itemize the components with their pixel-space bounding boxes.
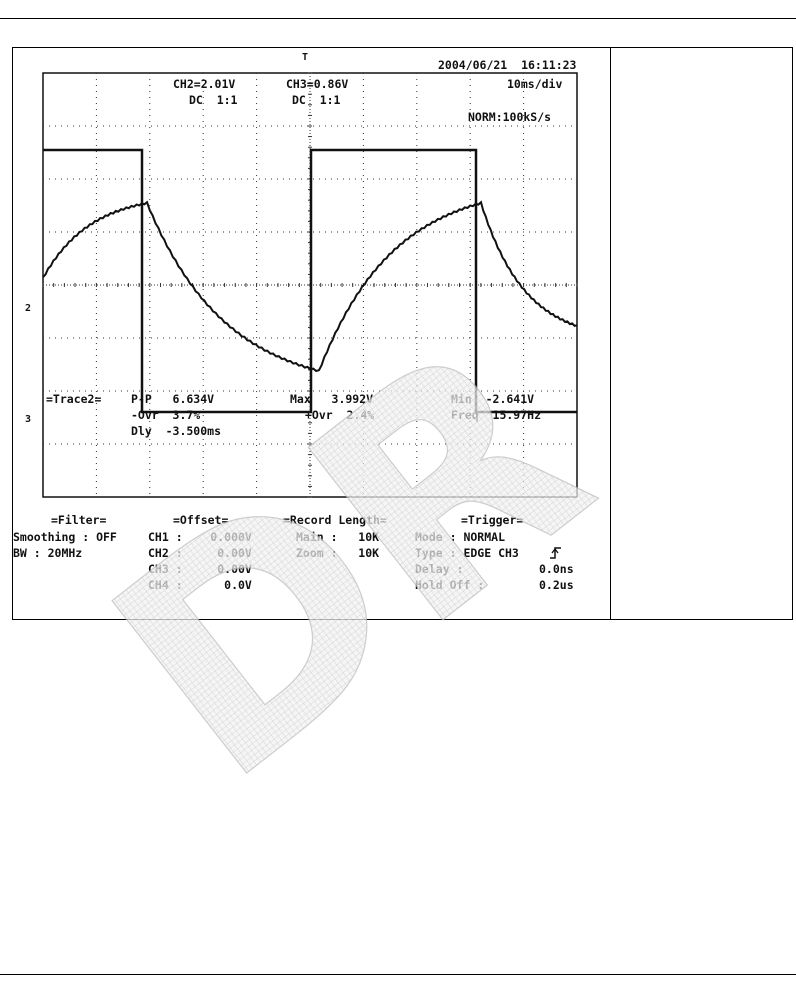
smoothing-setting: Smoothing : OFF: [13, 530, 117, 544]
ch2-ramp-trace: [42, 200, 578, 373]
record-title: =Record Length=: [283, 513, 387, 527]
rising-edge-icon: [550, 547, 561, 559]
figure-table: T 2004/06/21 16:11:23 CH2=2.01V DC 1:1 C…: [12, 47, 793, 620]
offset-ch3: CH3 : 0.00V: [148, 562, 252, 576]
ch3-scale: CH3=0.86V: [286, 77, 349, 91]
ch2-ground-marker: 2: [25, 303, 32, 314]
page-footer-rule: [0, 974, 796, 975]
trigger-delay-value: 0.0ns: [539, 562, 574, 576]
ch2-scale: CH2=2.01V: [173, 77, 236, 91]
offset-ch2: CH2 : 0.00V: [148, 546, 252, 560]
oscilloscope-screenshot: [42, 72, 578, 498]
timestamp: 2004/06/21 16:11:23: [438, 58, 577, 72]
trigger-position-marker: T: [302, 52, 309, 63]
max-measurement: Max 3.992V: [290, 392, 374, 406]
table-column-divider: [610, 48, 611, 619]
trigger-title: =Trigger=: [461, 513, 524, 527]
ch2-coupling: DC 1:1: [189, 93, 238, 107]
timebase: 10ms/div: [507, 77, 563, 91]
acquisition-mode: NORM:100kS/s: [468, 110, 552, 124]
trigger-mode: Mode : NORMAL: [415, 530, 506, 544]
ch3-coupling: DC 1:1: [292, 93, 341, 107]
pp-measurement: P-P 6.634V: [131, 392, 215, 406]
neg-overshoot: -Ovr 3.7%: [131, 408, 201, 422]
trigger-delay-label: Delay :: [415, 562, 464, 576]
offset-title: =Offset=: [173, 513, 229, 527]
delay-measurement: Dly -3.500ms: [131, 424, 222, 438]
trigger-holdoff-value: 0.2us: [539, 578, 574, 592]
trace-label: =Trace2=: [46, 392, 102, 406]
pos-overshoot: +Ovr 2.4%: [305, 408, 375, 422]
offset-ch1: CH1 : 0.000V: [148, 530, 252, 544]
freq-measurement: Freq 15.97Hz: [451, 408, 542, 422]
page-header-rule: [0, 18, 796, 19]
offset-ch4: CH4 : 0.0V: [148, 578, 252, 592]
ch3-square-trace: [43, 148, 577, 414]
filter-title: =Filter=: [51, 513, 107, 527]
trigger-holdoff-label: Hold Off :: [415, 578, 485, 592]
record-main: Main : 10K: [296, 530, 380, 544]
trigger-type: Type : EDGE CH3: [415, 546, 519, 560]
ch3-ground-marker: 3: [25, 414, 32, 425]
bandwidth-setting: BW : 20MHz: [13, 546, 83, 560]
record-zoom: Zoom : 10K: [296, 546, 380, 560]
min-measurement: Min -2.641V: [451, 392, 535, 406]
